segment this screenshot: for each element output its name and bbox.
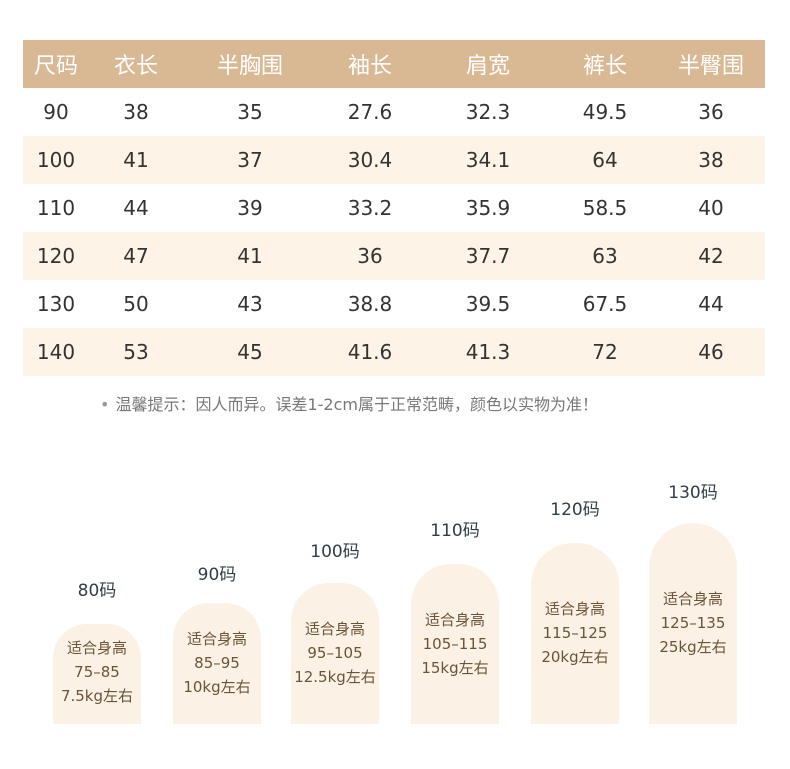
- table-cell: 100: [36, 148, 76, 172]
- table-cell: 140: [36, 340, 76, 364]
- card-height-range: 75–85: [74, 663, 120, 681]
- card-fit-label: 适合身高: [66, 639, 127, 657]
- table-cell: 42: [698, 244, 724, 268]
- table-cell: 41: [237, 244, 263, 268]
- table-cell: 47: [123, 244, 149, 268]
- table-row: 120 47 41 36 37.7 63 42: [23, 232, 765, 280]
- card-weight: 20kg左右: [541, 648, 609, 666]
- tip-text: 温馨提示：因人而异。误差1-2cm属于正常范畴，颜色以实物为准！: [115, 395, 598, 414]
- table-cell: 39: [237, 196, 263, 220]
- card-height-range: 85–95: [194, 654, 240, 672]
- table-cell: 120: [36, 244, 76, 268]
- size-card-130: 适合身高 125–135 25kg左右: [649, 523, 737, 724]
- table-cell: 36: [698, 100, 724, 124]
- card-weight: 12.5kg左右: [294, 668, 376, 686]
- table-cell: 44: [123, 196, 149, 220]
- table-cell: 49.5: [582, 100, 628, 124]
- table-cell: 38: [123, 100, 149, 124]
- size-card-90: 适合身高 85–95 10kg左右: [173, 603, 261, 724]
- size-label-130: 130码: [668, 483, 718, 503]
- size-label-80: 80码: [77, 581, 117, 601]
- card-fit-label: 适合身高: [662, 590, 723, 608]
- table-cell: 30.4: [347, 148, 393, 172]
- table-row: 140 53 45 41.6 41.3 72 46: [23, 328, 765, 376]
- table-cell: 41.6: [347, 340, 393, 364]
- table-cell: 46: [698, 340, 724, 364]
- size-card-80: 适合身高 75–85 7.5kg左右: [53, 624, 141, 724]
- table-cell: 35: [237, 100, 263, 124]
- table-cell: 37.7: [465, 244, 511, 268]
- table-cell: 67.5: [582, 292, 628, 316]
- card-fit-label: 适合身高: [304, 620, 365, 638]
- table-cell: 44: [698, 292, 724, 316]
- table-cell: 43: [237, 292, 263, 316]
- card-weight: 7.5kg左右: [60, 687, 134, 705]
- table-cell: 33.2: [347, 196, 393, 220]
- table-cell: 63: [592, 244, 618, 268]
- table-cell: 41.3: [465, 340, 511, 364]
- tip-note: • 温馨提示：因人而异。误差1-2cm属于正常范畴，颜色以实物为准！: [100, 391, 598, 415]
- header-pants-length: 裤长: [582, 54, 627, 79]
- table-cell: 36: [357, 244, 383, 268]
- table-cell: 72: [592, 340, 618, 364]
- table-cell: 37: [237, 148, 263, 172]
- card-fit-label: 适合身高: [544, 600, 605, 618]
- table-cell: 39.5: [465, 292, 511, 316]
- table-header: 尺码 衣长 半胸围 袖长 肩宽 裤长 半臀围: [23, 40, 765, 88]
- header-half-chest: 半胸围: [216, 54, 283, 79]
- size-card-100: 适合身高 95–105 12.5kg左右: [291, 583, 379, 724]
- table-row: 100 41 37 30.4 34.1 64 38: [23, 136, 765, 184]
- table-row: 130 50 43 38.8 39.5 67.5 44: [23, 280, 765, 328]
- size-card-120: 适合身高 115–125 20kg左右: [531, 543, 619, 724]
- table-cell: 35.9: [465, 196, 511, 220]
- size-table: 尺码 衣长 半胸围 袖长 肩宽 裤长 半臀围 90 38 35 27.6 32.…: [23, 40, 765, 376]
- table-cell: 110: [36, 196, 76, 220]
- card-height-range: 125–135: [660, 614, 726, 632]
- header-top-length: 衣长: [113, 54, 158, 79]
- card-weight: 10kg左右: [183, 678, 251, 696]
- card-weight: 25kg左右: [659, 638, 727, 656]
- table-cell: 64: [592, 148, 618, 172]
- table-cell: 41: [123, 148, 149, 172]
- card-height-range: 105–115: [422, 635, 488, 653]
- table-cell: 27.6: [347, 100, 393, 124]
- table-cell: 34.1: [465, 148, 511, 172]
- size-label-110: 110码: [430, 521, 480, 541]
- size-label-90: 90码: [197, 565, 237, 585]
- header-sleeve-length: 袖长: [347, 54, 392, 79]
- table-cell: 38.8: [347, 292, 393, 316]
- table-cell: 32.3: [465, 100, 511, 124]
- bullet-icon: •: [100, 395, 110, 414]
- card-height-range: 115–125: [542, 624, 608, 642]
- size-label-120: 120码: [550, 500, 600, 520]
- table-cell: 50: [123, 292, 149, 316]
- table-cell: 90: [43, 100, 69, 124]
- table-row: 90 38 35 27.6 32.3 49.5 36: [23, 88, 765, 136]
- header-shoulder-width: 肩宽: [465, 54, 510, 79]
- header-size: 尺码: [33, 54, 78, 79]
- card-fit-label: 适合身高: [424, 611, 485, 629]
- size-label-100: 100码: [310, 542, 360, 562]
- card-fit-label: 适合身高: [186, 630, 247, 648]
- card-height-range: 95–105: [307, 644, 363, 662]
- table-cell: 40: [698, 196, 724, 220]
- table-cell: 130: [36, 292, 76, 316]
- table-cell: 53: [123, 340, 149, 364]
- header-half-hip: 半臀围: [677, 54, 744, 79]
- card-weight: 15kg左右: [421, 659, 489, 677]
- table-row: 110 44 39 33.2 35.9 58.5 40: [23, 184, 765, 232]
- table-cell: 45: [237, 340, 263, 364]
- table-cell: 38: [698, 148, 724, 172]
- size-card-110: 适合身高 105–115 15kg左右: [411, 564, 499, 724]
- table-cell: 58.5: [582, 196, 628, 220]
